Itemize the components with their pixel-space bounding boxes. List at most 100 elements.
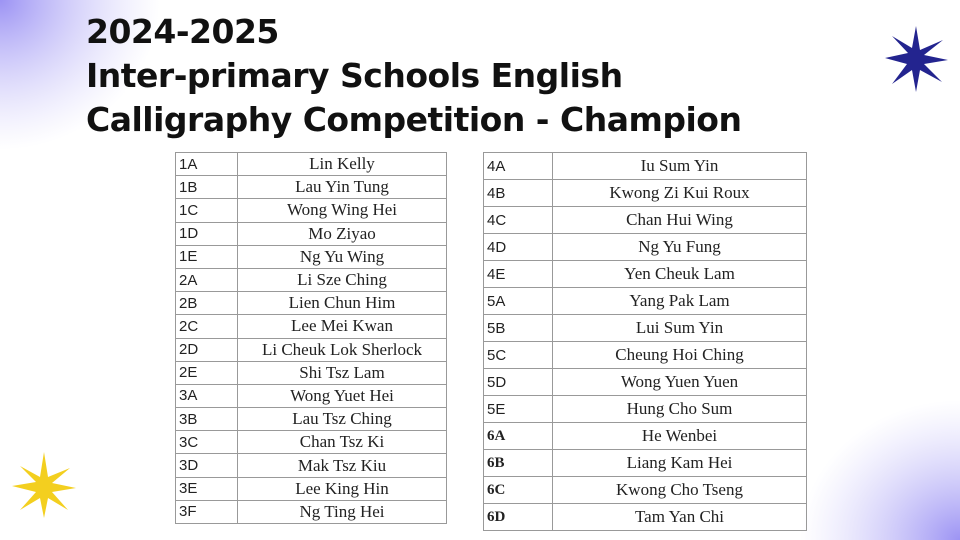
student-name: Lee King Hin (237, 476, 447, 501)
title-line: Calligraphy Competition - Champion (86, 100, 742, 139)
student-name: Ng Yu Wing (237, 244, 447, 269)
table-row: 6C Kwong Cho Tseng (483, 476, 807, 504)
student-name: Li Sze Ching (237, 267, 447, 293)
class-code: 1B (175, 175, 238, 200)
student-name: Lien Chun Him (237, 291, 447, 316)
corner-glow (0, 0, 160, 150)
table-row: 5E Hung Cho Sum (483, 395, 807, 423)
table-row: 2E Shi Tsz Lam (175, 360, 447, 385)
table-row: 2B Lien Chun Him (175, 291, 447, 316)
student-name: Wong Yuen Yuen (552, 368, 807, 396)
table-row: 5A Yang Pak Lam (483, 287, 807, 315)
star (12, 452, 76, 518)
class-table: 4A Iu Sum Yin 4B Kwong Zi Kui Roux 4C Chan Hu… (483, 152, 807, 531)
student-name: Kwong Cho Tseng (552, 476, 807, 504)
student-name: Wong Wing Hei (237, 198, 447, 223)
student-name: He Wenbei (552, 422, 807, 450)
student-name: Liang Kam Hei (552, 449, 807, 477)
student-name: Lin Kelly (237, 151, 447, 177)
student-name: Ng Yu Fung (552, 233, 807, 261)
class-code: 5D (483, 368, 553, 396)
class-code: 3A (175, 383, 238, 409)
table-row: 6A He Wenbei (483, 422, 807, 450)
star (885, 26, 948, 92)
table-row: 4D Ng Yu Fung (483, 233, 807, 261)
student-name: Cheung Hoi Ching (552, 341, 807, 369)
class-code: 5C (483, 341, 553, 369)
table-row: 4B Kwong Zi Kui Roux (483, 179, 807, 207)
title: 2024-2025 Inter-primary Schools English Ca… (86, 10, 742, 142)
table-row: 1B Lau Yin Tung (175, 175, 447, 200)
table-row: 4C Chan Hui Wing (483, 206, 807, 234)
class-code: 6C (483, 476, 553, 504)
table-row: 3F Ng Ting Hei (175, 499, 447, 525)
table-row: 2C Lee Mei Kwan (175, 314, 447, 339)
table-row: 5D Wong Yuen Yuen (483, 368, 807, 396)
class-code: 1D (175, 221, 238, 246)
student-name: Lau Tsz Ching (237, 407, 447, 432)
table-row: 2D Li Cheuk Lok Sherlock (175, 337, 447, 362)
class-table: 1A Lin Kelly 1B Lau Yin Tung 1C Wong Wing Hei… (175, 151, 447, 525)
class-code: 2E (175, 360, 238, 385)
table-row: 3E Lee King Hin (175, 476, 447, 501)
table-row: 4E Yen Cheuk Lam (483, 260, 807, 288)
table-row: 5C Cheung Hoi Ching (483, 341, 807, 369)
table-row: 1D Mo Ziyao (175, 221, 447, 246)
class-code: 6B (483, 449, 553, 477)
table-row: 2A Li Sze Ching (175, 267, 447, 293)
student-name: Lau Yin Tung (237, 175, 447, 200)
student-name: Lee Mei Kwan (237, 314, 447, 339)
student-name: Lui Sum Yin (552, 314, 807, 342)
class-code: 3F (175, 499, 238, 525)
title-line: Inter-primary Schools English (86, 56, 623, 95)
table-row: 1E Ng Yu Wing (175, 244, 447, 269)
student-name: Tam Yan Chi (552, 503, 807, 531)
class-code: 3C (175, 430, 238, 455)
table-row: 3A Wong Yuet Hei (175, 383, 447, 409)
student-name: Li Cheuk Lok Sherlock (237, 337, 447, 362)
student-name: Chan Hui Wing (552, 206, 807, 234)
table-row: 3C Chan Tsz Ki (175, 430, 447, 455)
corner-glow (800, 400, 960, 540)
table-row: 4A Iu Sum Yin (483, 152, 807, 180)
class-code: 2D (175, 337, 238, 362)
student-name: Yang Pak Lam (552, 287, 807, 315)
table-row: 1C Wong Wing Hei (175, 198, 447, 223)
table-row: 6B Liang Kam Hei (483, 449, 807, 477)
class-code: 1E (175, 244, 238, 269)
class-code: 4A (483, 152, 553, 180)
student-name: Kwong Zi Kui Roux (552, 179, 807, 207)
class-code: 6A (483, 422, 553, 450)
class-code: 5A (483, 287, 553, 315)
table-row: 6D Tam Yan Chi (483, 503, 807, 531)
student-name: Iu Sum Yin (552, 152, 807, 180)
class-code: 5B (483, 314, 553, 342)
class-code: 2A (175, 267, 238, 293)
table-row: 3D Mak Tsz Kiu (175, 453, 447, 478)
class-code: 2C (175, 314, 238, 339)
class-code: 3E (175, 476, 238, 501)
class-code: 5E (483, 395, 553, 423)
student-name: Ng Ting Hei (237, 499, 447, 525)
table-row: 1A Lin Kelly (175, 151, 447, 177)
student-name: Hung Cho Sum (552, 395, 807, 423)
class-code: 3D (175, 453, 238, 478)
table-row: 5B Lui Sum Yin (483, 314, 807, 342)
class-code: 1A (175, 151, 238, 177)
class-code: 4C (483, 206, 553, 234)
student-name: Mo Ziyao (237, 221, 447, 246)
table-row: 3B Lau Tsz Ching (175, 407, 447, 432)
class-code: 1C (175, 198, 238, 223)
student-name: Chan Tsz Ki (237, 430, 447, 455)
class-code: 4D (483, 233, 553, 261)
class-code: 3B (175, 407, 238, 432)
class-code: 2B (175, 291, 238, 316)
student-name: Wong Yuet Hei (237, 383, 447, 409)
class-code: 4E (483, 260, 553, 288)
student-name: Yen Cheuk Lam (552, 260, 807, 288)
title-line: 2024-2025 (86, 12, 279, 51)
class-code: 4B (483, 179, 553, 207)
class-code: 6D (483, 503, 553, 531)
